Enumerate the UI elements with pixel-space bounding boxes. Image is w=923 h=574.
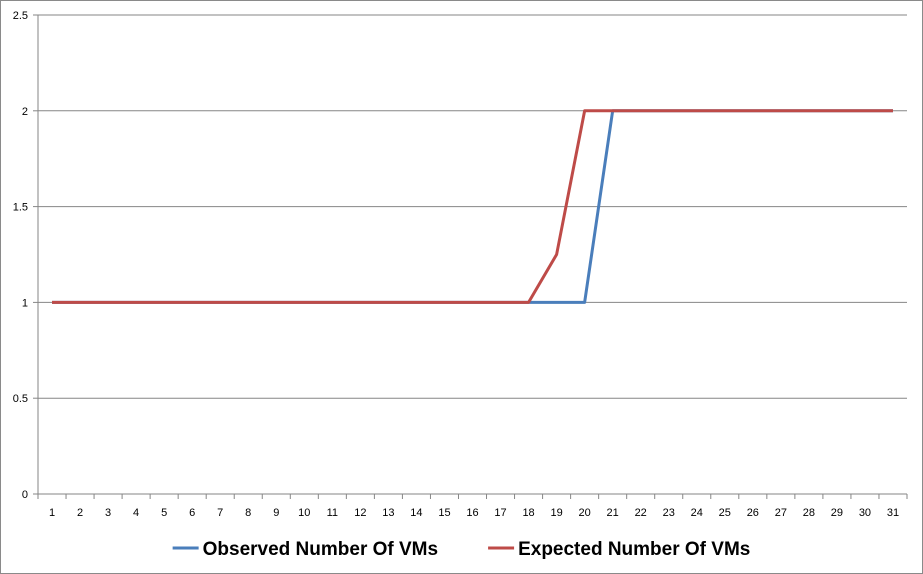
xtick-label-24: 25	[719, 507, 731, 519]
ytick-label-4: 2	[22, 106, 28, 118]
ytick-label-5: 2.5	[13, 10, 28, 22]
series-line-1	[52, 109, 893, 304]
xtick-label-18: 19	[550, 507, 562, 519]
xtick-label-8: 9	[273, 507, 279, 519]
ytick-label-1: 0.5	[13, 393, 28, 405]
xtick-label-15: 16	[466, 507, 478, 519]
xtick-label-20: 21	[607, 507, 619, 519]
xtick-label-9: 10	[298, 507, 310, 519]
xtick-label-19: 20	[579, 507, 591, 519]
xtick-label-1: 2	[77, 507, 83, 519]
xtick-label-26: 27	[775, 507, 787, 519]
xtick-label-14: 15	[438, 507, 450, 519]
xtick-label-11: 12	[354, 507, 366, 519]
xtick-label-6: 7	[217, 507, 223, 519]
legend-label-0: Observed Number Of VMs	[203, 539, 438, 560]
y-tick-labels: 0 0.5 1 1.5 2 2.5	[13, 10, 28, 501]
series-lines	[52, 109, 893, 304]
axes	[33, 14, 908, 499]
xtick-label-28: 29	[831, 507, 843, 519]
ytick-label-0: 0	[22, 489, 28, 501]
gridlines	[38, 14, 907, 399]
xtick-label-7: 8	[245, 507, 251, 519]
xtick-label-17: 18	[522, 507, 534, 519]
ytick-label-3: 1.5	[13, 202, 28, 214]
xtick-label-30: 31	[887, 507, 899, 519]
x-tick-labels: 1 2 3 4 5 6 7 8 9 10 11 12 13 14 15 16 17 18 19 20 21 22 23 24 2…	[49, 507, 899, 519]
xtick-label-16: 17	[494, 507, 506, 519]
xtick-label-13: 14	[410, 507, 422, 519]
ytick-label-2: 1	[22, 297, 28, 309]
legend-label-1: Expected Number Of VMs	[518, 539, 750, 560]
xtick-label-23: 24	[691, 507, 703, 519]
xtick-label-5: 6	[189, 507, 195, 519]
legend: Observed Number Of VMs Expected Number Of…	[172, 539, 750, 560]
xtick-label-12: 13	[382, 507, 394, 519]
xtick-label-27: 28	[803, 507, 815, 519]
xtick-label-2: 3	[105, 507, 111, 519]
xtick-label-10: 11	[327, 507, 338, 519]
xtick-label-3: 4	[133, 507, 139, 519]
xtick-label-22: 23	[663, 507, 675, 519]
xtick-label-0: 1	[49, 507, 55, 519]
xtick-label-29: 30	[859, 507, 871, 519]
xtick-label-4: 5	[161, 507, 167, 519]
xtick-label-25: 26	[747, 507, 759, 519]
xtick-label-21: 22	[635, 507, 647, 519]
